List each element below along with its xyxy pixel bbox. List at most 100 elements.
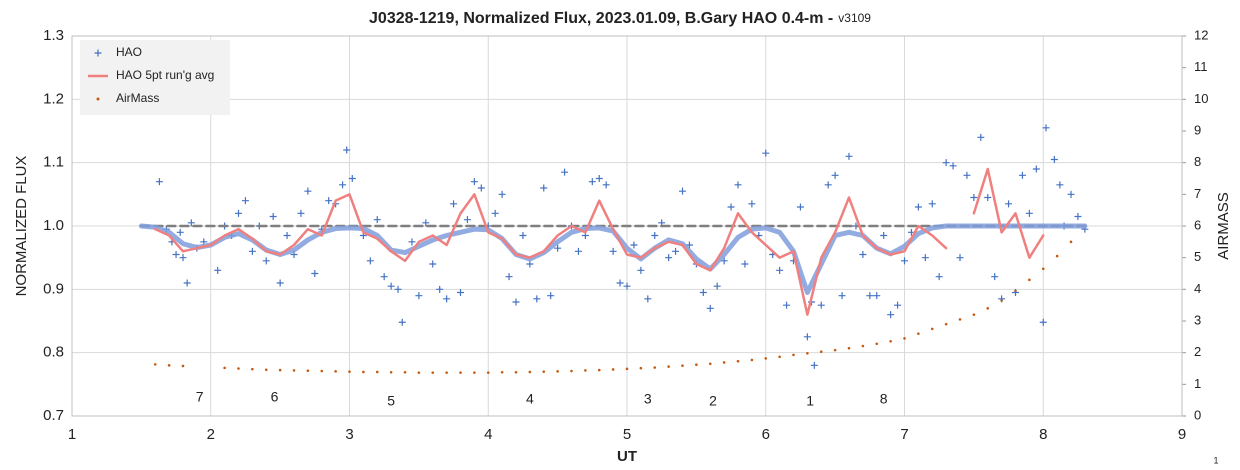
airmass-point (486, 371, 490, 374)
airmass-point (223, 366, 226, 370)
data-point (1025, 209, 1033, 217)
data-point (311, 270, 319, 277)
annotation: 7 (196, 389, 204, 405)
y2-tick-label: 0 (1194, 407, 1201, 422)
annotation: 2 (709, 393, 717, 409)
x-tick-label: 3 (345, 426, 353, 443)
airmass-point (778, 355, 781, 359)
x-tick-label: 1 (68, 426, 76, 443)
y2-tick-label: 5 (1194, 249, 1201, 264)
y2-tick-label: 11 (1194, 59, 1208, 74)
data-point (748, 200, 756, 208)
data-point (935, 273, 943, 281)
data-point (970, 194, 978, 201)
y-tick-label: 0.8 (43, 344, 64, 361)
data-point (651, 232, 659, 239)
data-point (463, 216, 471, 224)
annotation: 1 (806, 393, 814, 409)
data-point (241, 197, 249, 205)
data-point (616, 279, 624, 287)
annotation: 6 (271, 389, 279, 405)
airmass-point (1069, 240, 1073, 244)
data-point (540, 184, 548, 192)
data-point (796, 203, 804, 211)
y2-tick-label: 10 (1194, 91, 1208, 106)
data-point (665, 254, 673, 262)
data-point (436, 285, 444, 293)
legend-marker (94, 49, 102, 57)
airmass-point (972, 313, 976, 316)
airmass-point (417, 371, 421, 374)
legend-label: HAO 5pt run'g avg (116, 68, 214, 82)
data-point (505, 273, 513, 281)
airmass-point (251, 367, 254, 371)
data-point (734, 181, 742, 189)
y2-tick-label: 4 (1194, 281, 1201, 296)
data-point (810, 361, 818, 369)
data-point (179, 254, 187, 262)
data-point (1056, 181, 1064, 189)
airmass-point (681, 364, 684, 367)
data-point (533, 295, 541, 303)
data-point (366, 257, 374, 265)
data-point (155, 178, 163, 186)
data-point (921, 254, 929, 262)
airmass-point (264, 368, 268, 372)
x-tick-label: 5 (623, 426, 631, 443)
data-point (803, 333, 811, 341)
airmass-point (528, 370, 532, 374)
data-point (1032, 165, 1040, 173)
airmass-point (861, 344, 865, 348)
data-point (387, 282, 395, 290)
data-point (172, 251, 180, 258)
legend-label: AirMass (116, 91, 159, 105)
annotation: 5 (387, 393, 395, 409)
data-point (783, 301, 791, 309)
airmass-point (875, 342, 879, 346)
data-point (1012, 289, 1019, 296)
data-point (1074, 213, 1082, 220)
data-point (595, 175, 603, 182)
chart-title: J0328-1219, Normalized Flux, 2023.01.09,… (369, 10, 871, 27)
data-point (214, 266, 222, 274)
airmass-point (903, 337, 906, 340)
data-point (887, 311, 895, 319)
data-point (831, 171, 839, 179)
annotation: 4 (526, 391, 534, 407)
airmass-point (611, 368, 615, 371)
data-point (942, 159, 950, 167)
data-point (699, 289, 707, 296)
data-point (588, 178, 596, 186)
airmass-point (986, 307, 990, 310)
airmass-point (542, 370, 546, 373)
airmass-point (958, 318, 962, 321)
airmass-point (695, 363, 698, 367)
airmass-point (667, 365, 670, 368)
data-point (348, 175, 356, 182)
y2-tick-label: 7 (1194, 186, 1201, 201)
data-point (491, 209, 499, 217)
data-point (574, 247, 582, 255)
airmass-point (292, 369, 296, 372)
airmass-point (930, 327, 934, 331)
airmass-point (722, 361, 726, 364)
airmass-point (833, 348, 837, 352)
data-point (685, 241, 693, 249)
airmass-point (500, 371, 504, 374)
x-axis-label: UT (617, 448, 637, 465)
data-point (762, 149, 770, 157)
data-point (304, 187, 312, 195)
y2-tick-label: 8 (1194, 154, 1201, 169)
airmass-point (348, 370, 351, 373)
annotation: 3 (644, 391, 652, 407)
data-point (498, 190, 506, 198)
y2-tick-label: 3 (1194, 312, 1201, 327)
x-tick-label: 2 (207, 426, 215, 443)
x-tick-label: 9 (1178, 426, 1186, 443)
data-point (477, 184, 485, 192)
airmass-point (653, 366, 657, 369)
airmass-point (584, 369, 587, 372)
y2-tick-label: 6 (1194, 217, 1201, 232)
data-point (894, 301, 902, 309)
data-point (457, 289, 464, 296)
